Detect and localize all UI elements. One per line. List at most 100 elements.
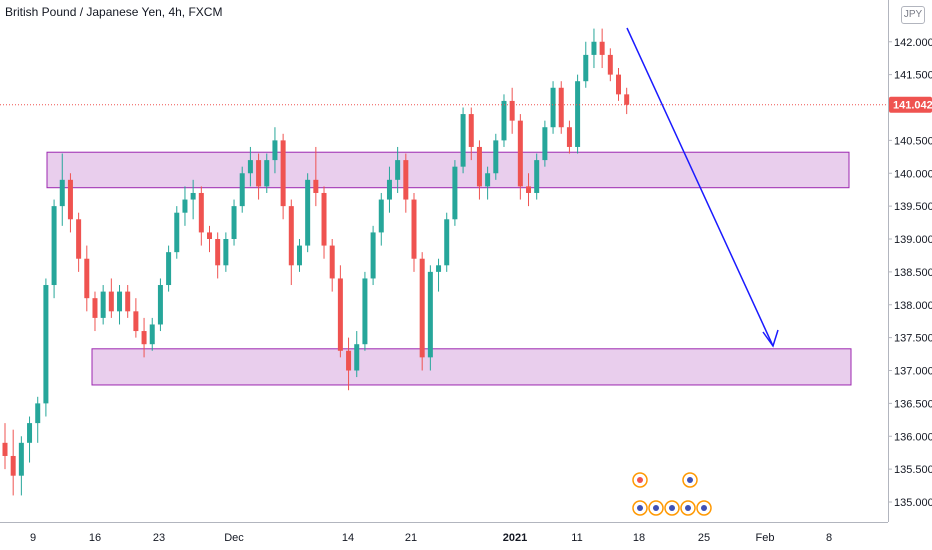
- zone-rect-1[interactable]: [91, 348, 852, 386]
- event-flag-dot: [685, 505, 691, 511]
- candle-body: [207, 232, 212, 239]
- x-tick-label: Feb: [756, 532, 775, 544]
- candle-body: [616, 74, 621, 95]
- x-tick-label: 23: [153, 532, 165, 544]
- event-flag-dot: [653, 505, 659, 511]
- candle-body: [125, 291, 131, 312]
- x-tick-label: 25: [698, 532, 710, 544]
- candle-body: [264, 160, 270, 187]
- candle-body: [566, 127, 572, 147]
- candle-body: [624, 94, 630, 105]
- candle-body: [517, 120, 523, 187]
- x-tick-label: 9: [30, 532, 36, 544]
- candle-body: [43, 285, 49, 404]
- candle-body: [378, 199, 384, 233]
- candle-body: [231, 206, 237, 239]
- candle-body: [558, 87, 564, 128]
- y-tick-label: 137.000: [894, 366, 932, 378]
- candle-body: [280, 140, 286, 207]
- event-flag-dot: [669, 505, 675, 511]
- candle-body: [403, 160, 409, 200]
- candle-body: [198, 192, 204, 233]
- candle-body: [607, 54, 613, 75]
- candle-body: [468, 114, 474, 147]
- candle-body: [337, 278, 343, 351]
- candle-body: [444, 219, 450, 266]
- candle-body: [215, 239, 221, 266]
- x-tick-label: 11: [571, 532, 582, 544]
- candle-body: [313, 179, 319, 193]
- y-tick-label: 136.000: [894, 431, 932, 443]
- candle-body: [460, 114, 466, 167]
- y-tick-label: 141.500: [894, 70, 932, 82]
- candle-body: [133, 311, 139, 332]
- candle-body: [550, 87, 556, 128]
- candle-body: [256, 160, 262, 187]
- candle-body: [100, 291, 106, 318]
- candle-body: [190, 192, 196, 200]
- y-tick-label: 138.500: [894, 267, 932, 279]
- candle-body: [509, 100, 515, 121]
- candle-body: [493, 140, 499, 174]
- candle-body: [427, 271, 433, 358]
- y-tick-label: 135.500: [894, 464, 932, 476]
- candle-body: [370, 232, 376, 279]
- y-tick-label: 140.000: [894, 168, 932, 180]
- candle-body: [296, 245, 302, 266]
- candle-body: [174, 212, 180, 253]
- candle-body: [108, 291, 114, 312]
- candle-body: [542, 127, 548, 161]
- candle-body: [321, 192, 327, 246]
- y-tick-label: 142.000: [894, 37, 932, 49]
- event-flag-dot: [701, 505, 707, 511]
- candle-body: [84, 258, 90, 299]
- x-tick-label: 18: [633, 532, 645, 544]
- zone-rect-0[interactable]: [46, 151, 850, 189]
- y-tick-label: 139.000: [894, 234, 932, 246]
- candle-body: [59, 179, 65, 207]
- price-tag-label: 141.042: [893, 100, 932, 112]
- candle-body: [501, 100, 507, 141]
- candle-body: [182, 199, 188, 213]
- candle-body: [452, 166, 458, 220]
- candle-body: [436, 265, 442, 272]
- candle-body: [599, 41, 605, 55]
- candle-body: [2, 442, 8, 456]
- candle-body: [18, 442, 24, 476]
- candle-body: [223, 239, 229, 266]
- candle-body: [476, 146, 482, 187]
- event-flag-dot: [637, 505, 643, 511]
- y-tick-label: 139.500: [894, 201, 932, 213]
- candle-body: [362, 278, 368, 345]
- candle-body: [247, 160, 253, 174]
- candle-body: [157, 285, 163, 325]
- candle-body: [141, 331, 147, 345]
- trend-arrow-head: [762, 329, 779, 348]
- candle-body: [419, 258, 425, 358]
- currency-badge[interactable]: JPY: [901, 6, 925, 24]
- x-tick-label: 2021: [503, 532, 527, 544]
- candle-body: [329, 245, 335, 279]
- candle-body: [149, 324, 155, 345]
- candle-body: [51, 206, 57, 286]
- x-tick-label: 14: [342, 532, 354, 544]
- candle-body: [575, 81, 581, 147]
- price-tag: [889, 96, 932, 113]
- candle-body: [166, 252, 172, 286]
- candle-body: [591, 41, 597, 55]
- candle-body: [10, 455, 16, 476]
- candle-body: [305, 179, 311, 246]
- candle-body: [395, 160, 401, 180]
- event-flag-dot: [637, 477, 643, 483]
- candle-body: [534, 160, 540, 193]
- trend-arrow-line[interactable]: [626, 27, 774, 347]
- candle-body: [239, 173, 245, 207]
- y-tick-label: 138.000: [894, 300, 932, 312]
- x-tick-label: 21: [405, 532, 417, 544]
- chart-title: British Pound / Japanese Yen, 4h, FXCM: [5, 5, 223, 19]
- y-tick-label: 136.500: [894, 398, 932, 410]
- candle-body: [272, 140, 278, 161]
- candle-body: [288, 206, 294, 266]
